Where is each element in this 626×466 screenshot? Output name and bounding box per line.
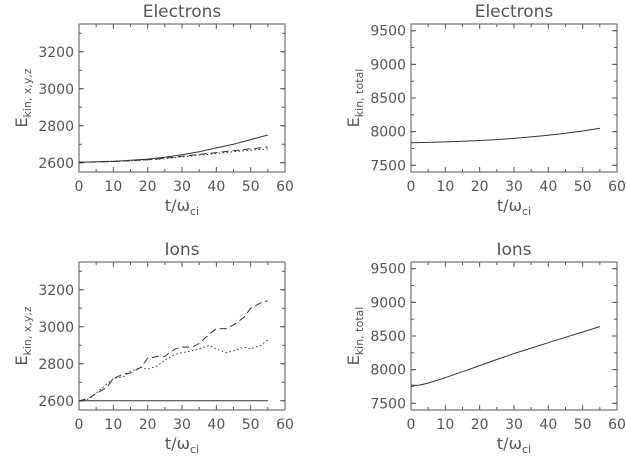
- series-line-solid: [78, 134, 268, 163]
- chart-panel-1: Electrons 0 10 20 30 40 50 60 2600 2800 3000 3200 t/…: [12, 2, 294, 218]
- y-tick-label: 3000: [38, 320, 74, 336]
- x-axis-label: t/ωci: [165, 196, 199, 218]
- x-tick-label: 30: [173, 417, 191, 433]
- y-axis-label: Ekin, x,y,z: [12, 68, 34, 128]
- y-tick-label: 7500: [370, 158, 406, 174]
- x-tick-label: 0: [75, 179, 84, 195]
- x-tick-label: 50: [242, 179, 260, 195]
- series-line-solid: [410, 127, 600, 144]
- x-tick-label: 50: [574, 179, 592, 195]
- x-tick-label: 40: [207, 417, 225, 433]
- x-tick-label: 20: [471, 417, 489, 433]
- x-tick-label: 20: [471, 179, 489, 195]
- y-axis-label: Ekin, x,y,z: [12, 306, 34, 366]
- x-tick-label: 0: [407, 179, 416, 195]
- y-tick-label: 2800: [38, 119, 74, 135]
- x-tick-label: 0: [407, 417, 416, 433]
- y-tick-label: 9000: [370, 295, 406, 311]
- x-tick-label: 30: [505, 179, 523, 195]
- plot-frame: [410, 261, 618, 411]
- y-tick-label: 2600: [38, 156, 74, 172]
- x-axis-label: t/ωci: [497, 434, 531, 456]
- y-tick-label: 2600: [38, 394, 74, 410]
- plot-frame: [410, 23, 618, 173]
- x-tick-label: 20: [139, 179, 157, 195]
- series-line-dashed: [78, 300, 268, 402]
- x-tick-label: 30: [173, 179, 191, 195]
- x-tick-label: 50: [242, 417, 260, 433]
- chart-panel-4: Ions 0 10 20 30 40 50 60 7500 8000 8500 9000 9500 t/ω…: [344, 240, 626, 456]
- chart-panel-2: Electrons 0 10 20 30 40 50 60 7500 8000 8500 9000 95…: [344, 2, 626, 218]
- plot-frame: [78, 23, 286, 173]
- series-line-dotted: [78, 339, 269, 402]
- y-tick-label: 2800: [38, 357, 74, 373]
- x-axis-label: t/ωci: [497, 196, 531, 218]
- x-tick-label: 40: [539, 179, 557, 195]
- y-tick-label: 9000: [370, 57, 406, 73]
- x-tick-label: 10: [104, 417, 122, 433]
- x-tick-label: 60: [608, 179, 626, 195]
- x-tick-label: 10: [436, 417, 454, 433]
- plot-frame: [78, 261, 286, 411]
- x-tick-label: 50: [574, 417, 592, 433]
- y-tick-label: 3200: [38, 283, 74, 299]
- x-axis-label: t/ωci: [165, 434, 199, 456]
- y-tick-label: 8500: [370, 329, 406, 345]
- y-tick-label: 8000: [370, 125, 406, 141]
- series-line-solid: [410, 326, 600, 386]
- y-tick-label: 9500: [370, 24, 406, 40]
- y-tick-label: 8000: [370, 363, 406, 379]
- series-line-dashed: [78, 146, 268, 163]
- y-tick-label: 7500: [370, 396, 406, 412]
- x-tick-label: 20: [139, 417, 157, 433]
- x-tick-label: 40: [539, 417, 557, 433]
- chart-panel-3: Ions 0 10 20 30 40 50 60 2600 2800 3000 3200 t/ωci Ek…: [12, 240, 294, 456]
- x-tick-label: 10: [436, 179, 454, 195]
- x-tick-label: 10: [104, 179, 122, 195]
- chart-title: Electrons: [475, 2, 554, 22]
- y-tick-label: 3000: [38, 82, 74, 98]
- x-tick-label: 60: [276, 179, 294, 195]
- y-tick-label: 9500: [370, 262, 406, 278]
- x-tick-label: 60: [276, 417, 294, 433]
- x-tick-label: 60: [608, 417, 626, 433]
- y-axis-label: Ekin, total: [344, 307, 366, 366]
- y-axis-label: Ekin, total: [344, 69, 366, 128]
- y-tick-label: 3200: [38, 45, 74, 61]
- chart-title: Electrons: [143, 2, 222, 22]
- chart-title: Ions: [496, 240, 531, 260]
- y-tick-label: 8500: [370, 91, 406, 107]
- x-tick-label: 40: [207, 179, 225, 195]
- x-tick-label: 0: [75, 417, 84, 433]
- x-tick-label: 30: [505, 417, 523, 433]
- chart-title: Ions: [164, 240, 199, 260]
